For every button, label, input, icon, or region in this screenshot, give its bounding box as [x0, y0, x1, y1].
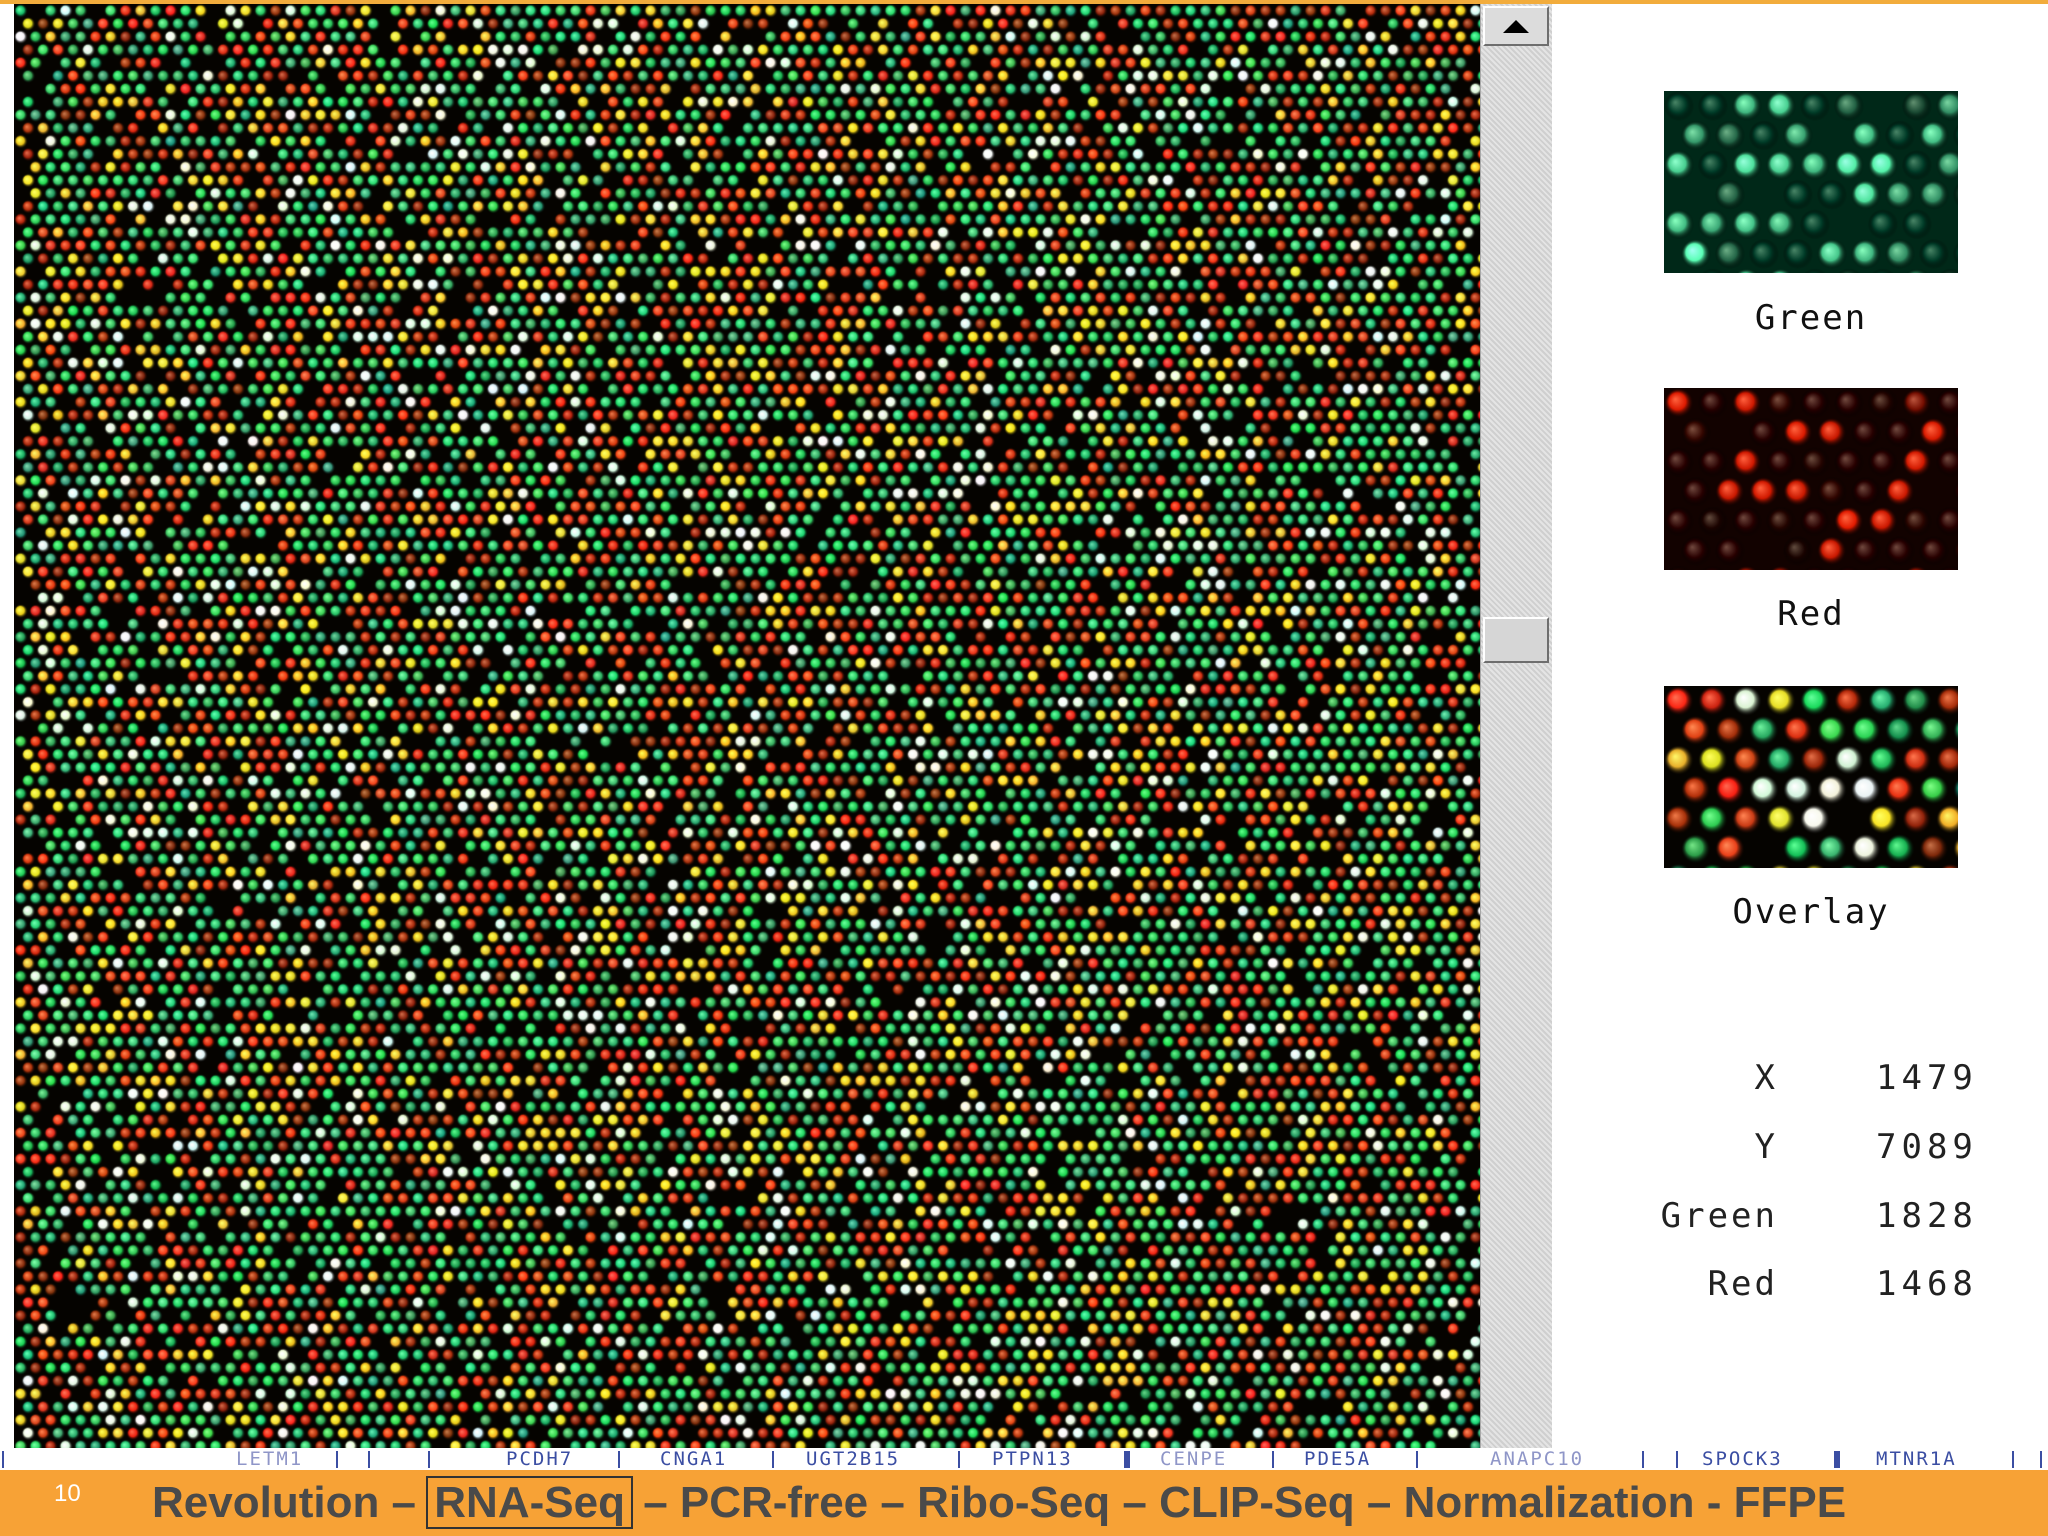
gene-label[interactable]: SPOCK3 [1702, 1448, 1783, 1470]
gene-tick [1416, 1451, 1418, 1468]
gene-tick [2012, 1451, 2014, 1468]
readout-row-x: X 1479 [1552, 1058, 2048, 1102]
microarray-canvas[interactable] [14, 4, 1480, 1448]
red-channel-label: Red [1777, 594, 1845, 634]
scrollbar-thumb[interactable] [1483, 617, 1549, 663]
microarray-image[interactable] [14, 4, 1480, 1448]
gene-label[interactable]: UGT2B15 [806, 1448, 901, 1470]
readout-value: 7089 [1876, 1127, 1978, 1167]
readout-key: X [1754, 1058, 1778, 1098]
readout-row-green: Green 1828 [1552, 1196, 2048, 1240]
gene-label[interactable]: MTNR1A [1876, 1448, 1957, 1470]
green-channel-label: Green [1754, 298, 1868, 338]
readout-key: Red [1707, 1264, 1778, 1304]
gene-tick [1272, 1451, 1274, 1468]
gene-label[interactable]: LETM1 [236, 1448, 304, 1470]
readout-row-red: Red 1468 [1552, 1264, 2048, 1308]
green-channel-canvas [1664, 91, 1958, 273]
overlay-channel-thumbnail [1664, 686, 1958, 868]
gene-tick [336, 1451, 338, 1468]
gene-tick [1676, 1451, 1678, 1468]
gene-label[interactable]: ANAPC10 [1490, 1448, 1585, 1470]
readout-value: 1468 [1876, 1264, 1978, 1304]
footer-topic-intro: Revolution – [152, 1478, 417, 1527]
vertical-scrollbar[interactable] [1480, 4, 1553, 1448]
red-channel-canvas [1664, 388, 1958, 570]
red-channel-thumbnail [1664, 388, 1958, 570]
gene-tick [1834, 1451, 1840, 1468]
gene-label[interactable]: PCDH7 [506, 1448, 574, 1470]
gene-tick [2040, 1451, 2042, 1468]
readout-row-y: Y 7089 [1552, 1127, 2048, 1171]
gene-label[interactable]: CNGA1 [660, 1448, 728, 1470]
gene-label[interactable]: PTPN13 [992, 1448, 1073, 1470]
footer-topic-rest: – PCR-free – Ribo-Seq – CLIP-Seq – Norma… [643, 1478, 1847, 1527]
gene-annotation-bar: LETM1 PCDH7 CNGA1 UGT2B15 PTPN13 CENPE P… [0, 1448, 2048, 1470]
top-accent-strip [0, 0, 2048, 4]
gene-tick [772, 1451, 774, 1468]
channel-panel: Green Red Overlay X 1479 Y 7089 Green 18… [1552, 4, 2048, 1448]
gene-tick [1642, 1451, 1644, 1468]
overlay-channel-canvas [1664, 686, 1958, 868]
overlay-channel-label: Overlay [1732, 892, 1890, 932]
gene-tick [618, 1451, 620, 1468]
gene-tick [428, 1451, 430, 1468]
footer-topic-highlighted: RNA-Seq [426, 1476, 633, 1529]
slide-number: 10 [54, 1480, 81, 1507]
green-channel-thumbnail [1664, 91, 1958, 273]
readout-key: Y [1754, 1127, 1778, 1167]
gene-label[interactable]: CENPE [1160, 1448, 1228, 1470]
slide-footer: 10 Revolution – RNA-Seq – PCR-free – Rib… [0, 1470, 2048, 1536]
gene-label[interactable]: PDE5A [1304, 1448, 1372, 1470]
readout-key: Green [1660, 1196, 1778, 1236]
footer-topics: Revolution – RNA-Seq – PCR-free – Ribo-S… [152, 1473, 1846, 1533]
readout-value: 1479 [1876, 1058, 1978, 1098]
gene-tick [368, 1451, 370, 1468]
gene-tick [2, 1451, 4, 1468]
gene-tick [1124, 1451, 1130, 1468]
readout-value: 1828 [1876, 1196, 1978, 1236]
gene-tick [958, 1451, 960, 1468]
arrow-up-icon [1503, 19, 1529, 33]
scroll-up-button[interactable] [1483, 6, 1549, 46]
